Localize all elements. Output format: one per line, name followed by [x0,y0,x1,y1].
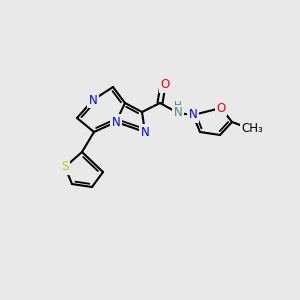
Text: N: N [112,116,120,128]
Text: N: N [189,109,197,122]
Text: N: N [174,106,182,119]
Text: S: S [61,160,69,173]
Text: N: N [88,94,98,106]
Text: O: O [216,101,226,115]
Text: H: H [174,101,182,111]
Text: CH₃: CH₃ [241,122,263,134]
Text: N: N [141,125,149,139]
Text: O: O [160,79,169,92]
